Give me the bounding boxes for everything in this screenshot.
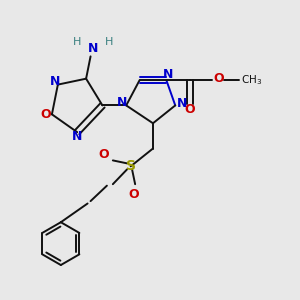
Text: O: O xyxy=(213,72,224,85)
Text: N: N xyxy=(117,96,127,109)
Text: N: N xyxy=(163,68,173,81)
Text: O: O xyxy=(128,188,139,201)
Text: S: S xyxy=(126,159,136,173)
Text: O: O xyxy=(40,108,51,121)
Text: O: O xyxy=(99,148,109,161)
Text: N: N xyxy=(72,130,83,143)
Text: H: H xyxy=(105,37,113,46)
Text: N: N xyxy=(50,75,60,88)
Text: H: H xyxy=(73,37,81,46)
Text: CH$_3$: CH$_3$ xyxy=(241,73,262,87)
Text: O: O xyxy=(185,103,195,116)
Text: N: N xyxy=(177,98,187,110)
Text: N: N xyxy=(88,42,99,56)
